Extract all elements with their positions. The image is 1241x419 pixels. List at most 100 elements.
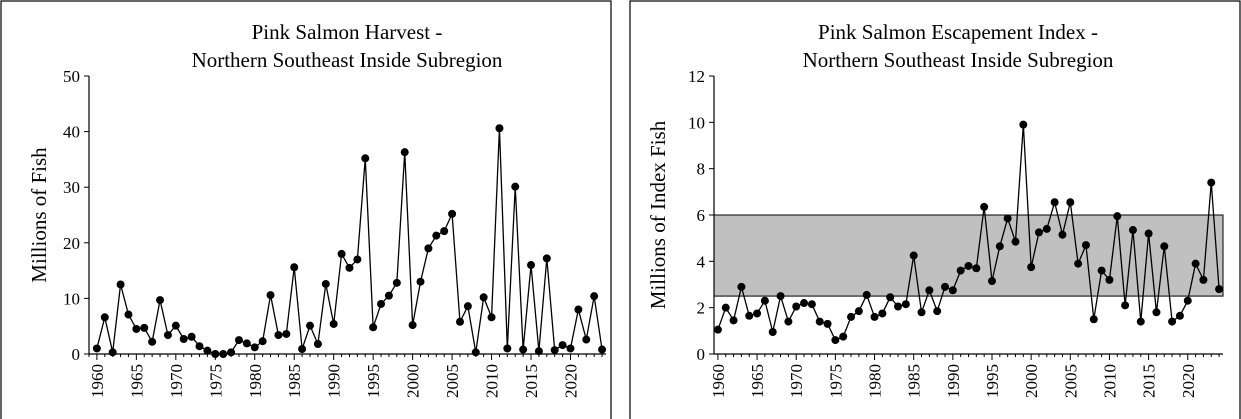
data-point — [471, 348, 480, 357]
x-tick-label: 2015 — [1140, 364, 1159, 398]
data-point — [737, 282, 746, 291]
data-point — [290, 263, 299, 272]
data-point — [156, 296, 165, 305]
data-point — [384, 291, 393, 300]
data-point — [1183, 296, 1192, 305]
data-point — [987, 277, 996, 286]
data-point — [925, 286, 934, 295]
x-tick-label: 1995 — [983, 364, 1002, 398]
data-point — [1003, 214, 1012, 223]
x-tick-label: 2000 — [404, 364, 423, 398]
data-point — [132, 324, 141, 333]
data-point — [250, 343, 259, 352]
data-point — [590, 292, 599, 301]
data-point — [116, 280, 125, 289]
data-point — [211, 350, 220, 358]
data-point — [511, 182, 520, 191]
data-point — [1175, 311, 1184, 320]
data-point — [1199, 275, 1208, 284]
data-point — [792, 302, 801, 311]
data-point — [1152, 308, 1161, 317]
data-point — [760, 296, 769, 305]
data-point — [886, 293, 895, 302]
y-tick-label: 10 — [63, 289, 80, 308]
data-point — [862, 290, 871, 299]
harvest-chart-panel: Pink Salmon Harvest - Northern Southeast… — [0, 0, 612, 419]
data-point — [894, 302, 903, 311]
y-axis-label: Millions of Index Fish — [646, 120, 670, 309]
y-tick-label: 0 — [697, 345, 706, 364]
data-point — [933, 307, 942, 316]
data-point — [234, 336, 243, 345]
x-tick-label: 1985 — [285, 364, 304, 398]
x-tick-label: 1990 — [325, 364, 344, 398]
data-point — [1027, 263, 1036, 272]
x-tick-label: 2005 — [443, 364, 462, 398]
data-point — [745, 311, 754, 320]
data-point — [776, 292, 785, 301]
x-tick-label: 2020 — [561, 364, 580, 398]
x-tick-label: 1960 — [88, 364, 107, 398]
y-tick-label: 40 — [63, 123, 80, 142]
data-point — [266, 291, 275, 300]
data-point — [203, 346, 212, 355]
y-tick-label: 8 — [697, 160, 706, 179]
chart-frame — [0, 0, 612, 419]
x-tick-label: 1980 — [246, 364, 265, 398]
data-point — [306, 321, 315, 330]
y-tick-label: 20 — [63, 234, 80, 253]
data-point — [195, 342, 204, 351]
x-tick-label: 1960 — [709, 364, 728, 398]
data-point — [187, 332, 196, 341]
data-point — [909, 251, 918, 260]
data-point — [566, 344, 575, 353]
data-point — [956, 266, 965, 275]
x-tick-label: 2010 — [1100, 364, 1119, 398]
data-point — [721, 303, 730, 312]
data-point — [713, 325, 722, 334]
data-point — [1105, 275, 1114, 284]
data-point — [1058, 230, 1067, 239]
data-point — [345, 263, 354, 272]
data-point — [995, 242, 1004, 251]
x-tick-label: 2015 — [522, 364, 541, 398]
data-point — [823, 319, 832, 328]
data-point — [839, 332, 848, 341]
data-point — [729, 316, 738, 325]
data-point — [582, 335, 591, 344]
data-point — [1144, 229, 1153, 238]
data-point — [179, 334, 188, 343]
data-point — [408, 321, 417, 330]
data-point — [598, 345, 607, 354]
data-point — [227, 348, 236, 357]
data-point — [1066, 198, 1075, 207]
data-point — [901, 300, 910, 309]
data-point — [1074, 259, 1083, 268]
escapement-chart: Pink Salmon Escapement Index - Northern … — [629, 0, 1241, 419]
data-point — [495, 124, 504, 133]
data-point — [1050, 198, 1059, 207]
data-point — [800, 299, 809, 308]
data-point — [768, 327, 777, 336]
y-tick-label: 2 — [697, 299, 706, 318]
data-point — [1034, 228, 1043, 237]
data-point — [815, 317, 824, 326]
data-point — [337, 249, 346, 258]
data-point — [140, 323, 149, 332]
y-tick-label: 0 — [72, 345, 81, 364]
data-point — [753, 309, 762, 318]
data-point — [448, 209, 457, 218]
data-point — [171, 321, 180, 330]
data-point — [1136, 317, 1145, 326]
data-point — [1019, 120, 1028, 129]
data-point — [100, 313, 109, 322]
data-point — [917, 308, 926, 317]
chart-frame — [629, 0, 1241, 419]
data-point — [503, 344, 512, 353]
chart-title-line2: Northern Southeast Inside Subregion — [192, 48, 503, 72]
data-point — [847, 312, 856, 321]
x-tick-label: 1975 — [826, 364, 845, 398]
y-tick-label: 12 — [688, 67, 705, 86]
x-tick-label: 1995 — [364, 364, 383, 398]
data-point — [369, 323, 378, 332]
